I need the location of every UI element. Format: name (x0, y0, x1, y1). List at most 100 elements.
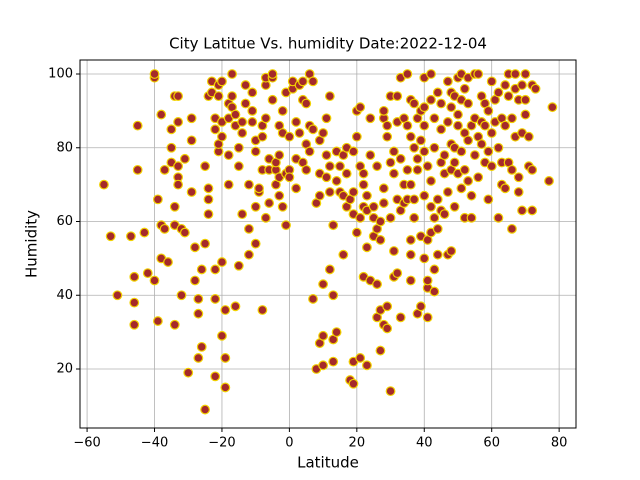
point (442, 187, 453, 197)
point (328, 220, 339, 231)
point (412, 164, 423, 175)
point (422, 161, 433, 172)
point (375, 235, 386, 245)
point (395, 312, 406, 323)
point (422, 275, 433, 286)
point (436, 124, 447, 135)
point (159, 223, 170, 234)
point (402, 120, 413, 131)
point (439, 209, 450, 220)
point (196, 341, 207, 352)
point (348, 146, 359, 157)
point (500, 120, 511, 131)
point (453, 109, 463, 120)
point (429, 286, 440, 297)
point (362, 242, 372, 253)
point (392, 91, 403, 102)
point (432, 87, 443, 98)
point (335, 161, 345, 172)
point (355, 353, 366, 363)
point (240, 98, 251, 109)
point (254, 183, 264, 194)
point (149, 69, 160, 79)
point (382, 120, 393, 131)
point (510, 69, 521, 79)
point (318, 279, 329, 290)
point (264, 198, 275, 208)
point (405, 249, 416, 260)
point (213, 91, 224, 102)
point (159, 164, 170, 175)
point (372, 279, 382, 290)
y-tick-label: 80 (56, 140, 73, 155)
point (163, 257, 173, 267)
point (520, 69, 531, 79)
point (419, 146, 430, 157)
point (405, 131, 416, 142)
point (483, 105, 494, 116)
point (483, 146, 494, 157)
point (318, 128, 329, 138)
point (493, 142, 504, 153)
point (166, 124, 177, 135)
point (173, 117, 184, 127)
point (196, 264, 207, 275)
point (453, 120, 463, 131)
point (233, 142, 244, 153)
point (331, 327, 342, 338)
point (426, 201, 436, 212)
point (291, 183, 302, 194)
point (520, 94, 531, 105)
point (486, 161, 497, 172)
point (432, 249, 443, 260)
point (362, 190, 372, 201)
point (486, 76, 497, 87)
point (227, 91, 237, 102)
point (523, 131, 534, 142)
point (351, 131, 362, 142)
point (375, 345, 386, 356)
point (415, 301, 426, 312)
point (301, 98, 312, 109)
point (493, 87, 504, 98)
point (210, 264, 221, 275)
point (220, 305, 231, 315)
x-axis-label: Latitude (297, 454, 359, 472)
point (257, 305, 268, 315)
point (247, 105, 258, 116)
point (375, 216, 386, 227)
point (210, 371, 221, 382)
point (324, 264, 335, 275)
point (507, 164, 517, 175)
point (442, 76, 453, 87)
point (395, 153, 406, 164)
point (277, 105, 288, 116)
point (409, 212, 420, 223)
point (176, 290, 187, 301)
point (230, 109, 241, 120)
point (318, 330, 329, 341)
point (513, 172, 524, 183)
point (432, 223, 443, 234)
point (247, 117, 258, 127)
point (389, 168, 399, 179)
point (281, 220, 291, 231)
point (338, 249, 349, 260)
point (112, 290, 123, 301)
point (503, 91, 514, 102)
x-tick-label: 40 (416, 436, 433, 451)
x-tick-label: 80 (551, 436, 568, 451)
point (152, 194, 163, 205)
point (200, 404, 210, 415)
point (405, 275, 416, 286)
point (459, 164, 470, 175)
point (308, 294, 318, 304)
point (355, 102, 366, 113)
point (372, 161, 382, 172)
point (308, 124, 318, 135)
point (378, 198, 389, 208)
point (179, 227, 190, 238)
point (439, 150, 450, 161)
point (466, 212, 477, 223)
point (483, 194, 494, 205)
